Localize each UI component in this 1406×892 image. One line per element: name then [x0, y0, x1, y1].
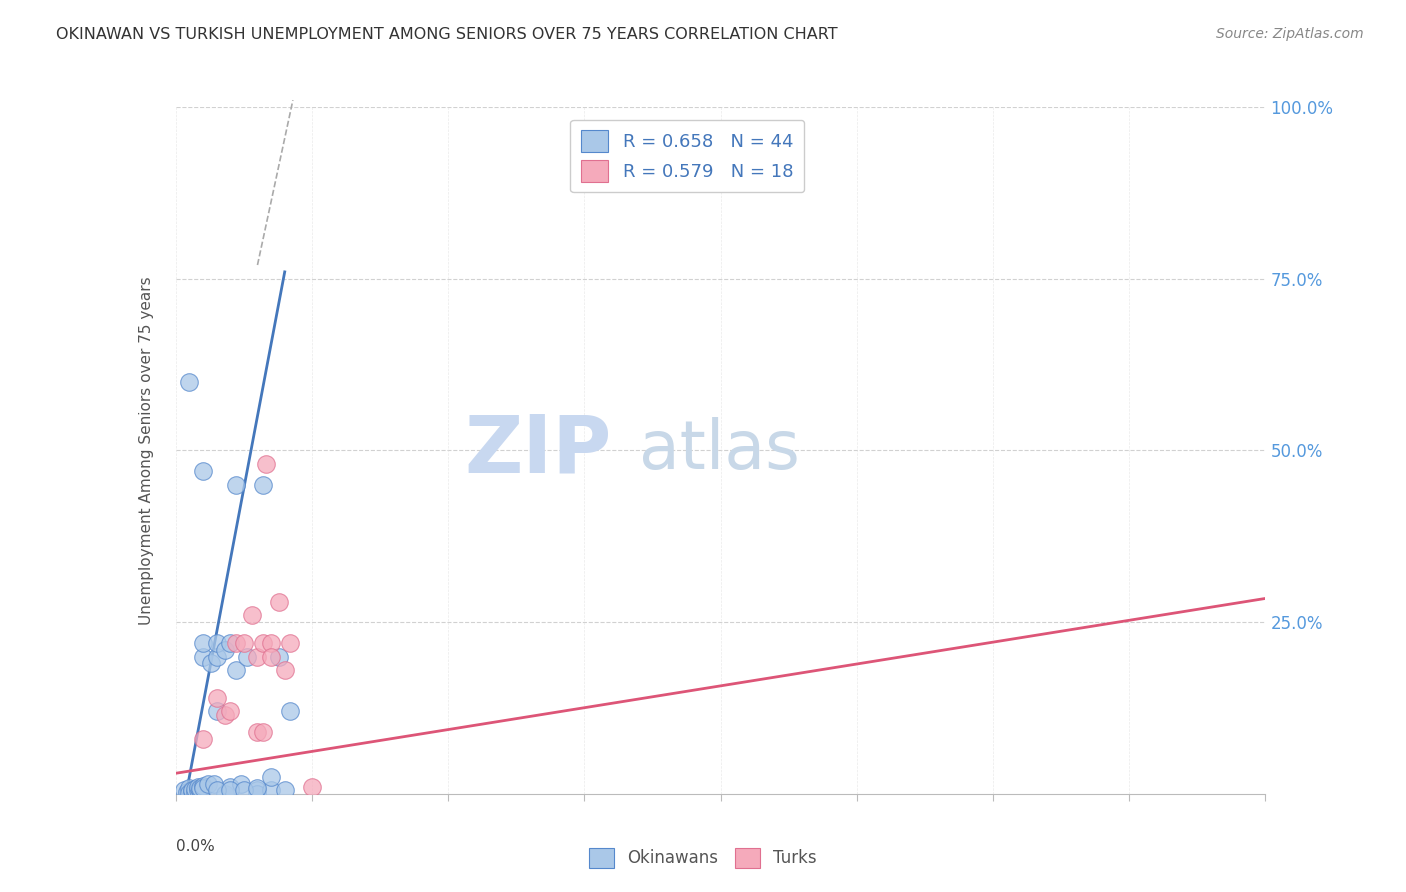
Point — [219, 783, 242, 797]
Point — [278, 705, 301, 719]
Point — [269, 594, 291, 608]
Point — [219, 636, 242, 650]
Point — [200, 657, 222, 671]
Point — [254, 457, 277, 471]
Point — [235, 649, 257, 664]
Text: ZIP: ZIP — [464, 411, 612, 490]
Point — [301, 780, 323, 794]
Point — [188, 782, 211, 797]
Point — [179, 781, 201, 796]
Point — [191, 731, 214, 746]
Point — [205, 705, 228, 719]
Point — [240, 608, 263, 623]
Text: atlas: atlas — [638, 417, 800, 483]
Point — [214, 787, 236, 801]
Point — [181, 782, 204, 797]
Point — [225, 663, 247, 677]
Point — [184, 785, 207, 799]
Y-axis label: Unemployment Among Seniors over 75 years: Unemployment Among Seniors over 75 years — [139, 277, 155, 624]
Point — [186, 780, 209, 794]
Point — [191, 636, 214, 650]
Point — [274, 663, 297, 677]
Point — [246, 725, 269, 739]
Point — [186, 783, 209, 797]
Point — [252, 725, 274, 739]
Point — [260, 770, 283, 784]
Point — [205, 783, 228, 797]
Point — [191, 649, 214, 664]
Point — [184, 782, 207, 797]
Point — [260, 783, 283, 797]
Point — [197, 776, 219, 790]
Text: 0.0%: 0.0% — [176, 838, 215, 854]
Point — [252, 478, 274, 492]
Point — [246, 783, 269, 797]
Point — [214, 642, 236, 657]
Point — [232, 783, 254, 797]
Point — [246, 781, 269, 796]
Point — [260, 649, 283, 664]
Point — [176, 785, 198, 799]
Point — [225, 636, 247, 650]
Point — [205, 690, 228, 705]
Point — [219, 705, 242, 719]
Legend: R = 0.658   N = 44, R = 0.579   N = 18: R = 0.658 N = 44, R = 0.579 N = 18 — [571, 120, 804, 193]
Point — [202, 776, 225, 790]
Point — [278, 636, 301, 650]
Point — [214, 707, 236, 722]
Point — [173, 783, 195, 797]
Legend: Okinawans, Turks: Okinawans, Turks — [582, 841, 824, 875]
Point — [191, 779, 214, 793]
Point — [181, 784, 204, 798]
Point — [252, 636, 274, 650]
Point — [231, 776, 253, 790]
Point — [179, 786, 201, 800]
Point — [188, 781, 211, 796]
Point — [232, 636, 254, 650]
Point — [246, 787, 269, 801]
Point — [260, 636, 283, 650]
Point — [274, 783, 297, 797]
Point — [219, 780, 242, 794]
Text: Source: ZipAtlas.com: Source: ZipAtlas.com — [1216, 27, 1364, 41]
Point — [191, 781, 214, 796]
Point — [246, 649, 269, 664]
Point — [205, 649, 228, 664]
Point — [191, 464, 214, 478]
Point — [179, 375, 201, 389]
Text: OKINAWAN VS TURKISH UNEMPLOYMENT AMONG SENIORS OVER 75 YEARS CORRELATION CHART: OKINAWAN VS TURKISH UNEMPLOYMENT AMONG S… — [56, 27, 838, 42]
Point — [269, 649, 291, 664]
Point — [205, 636, 228, 650]
Point — [225, 478, 247, 492]
